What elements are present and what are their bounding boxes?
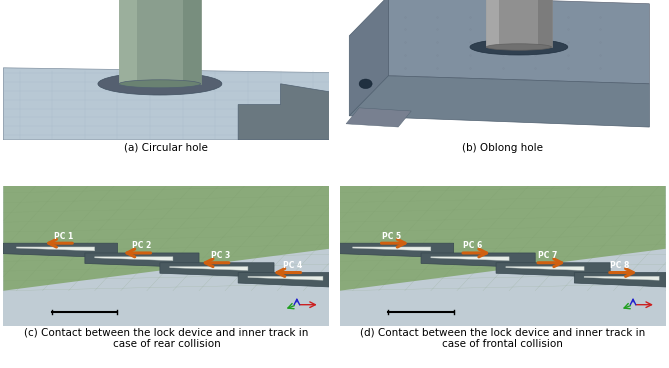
Polygon shape: [160, 263, 274, 277]
Text: PC 2: PC 2: [132, 241, 152, 251]
Polygon shape: [238, 84, 330, 140]
Ellipse shape: [486, 44, 551, 50]
Text: (b) Oblong hole: (b) Oblong hole: [462, 143, 543, 153]
Ellipse shape: [470, 39, 568, 55]
Ellipse shape: [119, 80, 201, 88]
Polygon shape: [339, 186, 666, 291]
Polygon shape: [3, 68, 330, 140]
Polygon shape: [574, 273, 669, 287]
Ellipse shape: [98, 72, 222, 95]
Polygon shape: [339, 243, 454, 258]
Polygon shape: [506, 266, 584, 270]
Bar: [119, 0, 137, 84]
Text: PC 7: PC 7: [539, 251, 558, 260]
Bar: [486, 0, 551, 47]
Polygon shape: [584, 276, 659, 280]
Polygon shape: [95, 257, 173, 261]
Polygon shape: [17, 247, 95, 251]
Polygon shape: [353, 247, 431, 251]
Text: (d) Contact between the lock device and inner track in
case of frontal collision: (d) Contact between the lock device and …: [360, 327, 645, 349]
Polygon shape: [85, 253, 199, 268]
Ellipse shape: [359, 79, 372, 89]
Bar: [486, 0, 499, 47]
Polygon shape: [238, 273, 336, 287]
Polygon shape: [248, 276, 323, 280]
Text: PC 4: PC 4: [282, 261, 302, 270]
Text: PC 6: PC 6: [464, 241, 483, 251]
Polygon shape: [431, 257, 509, 261]
Text: (a) Circular hole: (a) Circular hole: [124, 143, 208, 153]
Polygon shape: [3, 186, 330, 291]
Bar: [119, 0, 201, 84]
Polygon shape: [349, 0, 389, 116]
Text: PC 5: PC 5: [382, 232, 401, 241]
Bar: [183, 0, 201, 84]
Polygon shape: [3, 243, 118, 258]
Polygon shape: [496, 263, 610, 277]
Bar: [539, 0, 551, 47]
Polygon shape: [389, 0, 650, 84]
Text: PC 1: PC 1: [54, 232, 74, 241]
Text: (c) Contact between the lock device and inner track in
case of rear collision: (c) Contact between the lock device and …: [24, 327, 308, 349]
Polygon shape: [170, 266, 248, 270]
Polygon shape: [346, 108, 411, 127]
Text: PC 8: PC 8: [610, 261, 630, 270]
Polygon shape: [421, 253, 535, 268]
Text: PC 3: PC 3: [211, 251, 230, 260]
Polygon shape: [349, 76, 650, 127]
